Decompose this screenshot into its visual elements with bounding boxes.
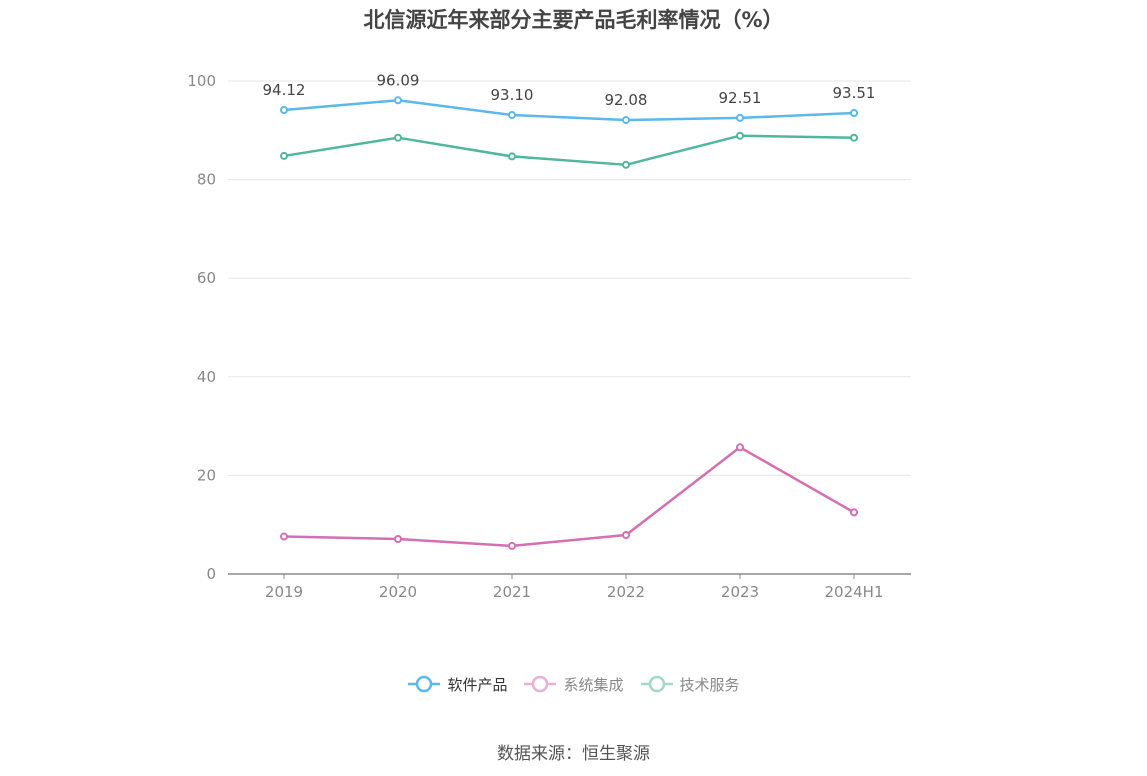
data-label: 92.08 <box>605 91 648 109</box>
y-tick-label: 100 <box>187 72 216 90</box>
data-point <box>394 96 402 105</box>
y-tick-label: 20 <box>197 466 216 484</box>
x-tick-label: 2020 <box>379 583 417 601</box>
data-point <box>850 508 858 517</box>
legend-label: 技术服务 <box>679 675 740 694</box>
x-tick-label: 2022 <box>607 583 645 601</box>
legend-item-0[interactable]: 软件产品 <box>407 672 507 696</box>
series-line-2 <box>283 134 855 167</box>
data-point <box>280 151 288 160</box>
data-point <box>850 133 858 142</box>
legend-swatch-icon <box>408 675 441 693</box>
legend-swatch-icon <box>524 675 557 693</box>
data-point <box>508 152 516 161</box>
data-point <box>508 111 516 120</box>
series-line-0 <box>283 99 855 122</box>
data-point <box>850 108 858 117</box>
legend-swatch-icon <box>640 675 673 693</box>
data-label: 92.51 <box>719 89 762 107</box>
source-note: 数据来源：恒生聚源 <box>497 744 650 764</box>
data-point <box>280 532 288 541</box>
line-chart: 0 20 40 60 80 100 2019 2020 2021 2022 2023 2024H1 94… <box>187 71 911 601</box>
y-tick-label: 60 <box>197 269 216 287</box>
legend-label: 系统集成 <box>563 675 624 694</box>
legend: 软件产品 系统集成 技术服务 <box>0 672 1147 696</box>
data-point <box>736 113 744 122</box>
x-tick-label: 2019 <box>265 583 303 601</box>
data-point <box>622 531 630 540</box>
series-line-1 <box>283 446 855 548</box>
data-label: 96.09 <box>377 71 420 89</box>
data-label: 94.12 <box>263 81 306 99</box>
data-point <box>622 160 630 169</box>
data-label: 93.10 <box>491 86 534 104</box>
y-tick-label: 40 <box>197 368 216 386</box>
x-tick-label: 2023 <box>721 583 759 601</box>
x-tick-label: 2021 <box>493 583 531 601</box>
data-point <box>508 541 516 550</box>
chart-title: 北信源近年来部分主要产品毛利率情况（%） <box>363 8 784 32</box>
data-point <box>280 105 288 114</box>
data-point <box>394 133 402 142</box>
data-point <box>622 116 630 125</box>
legend-item-2[interactable]: 技术服务 <box>640 672 740 696</box>
data-point <box>394 534 402 543</box>
data-point <box>736 131 744 140</box>
data-label: 93.51 <box>833 84 876 102</box>
y-tick-label: 0 <box>206 565 216 583</box>
y-tick-label: 80 <box>197 171 216 189</box>
data-point <box>736 443 744 452</box>
x-tick-label: 2024H1 <box>825 583 884 601</box>
legend-item-1[interactable]: 系统集成 <box>523 672 624 696</box>
legend-label: 软件产品 <box>447 675 508 694</box>
